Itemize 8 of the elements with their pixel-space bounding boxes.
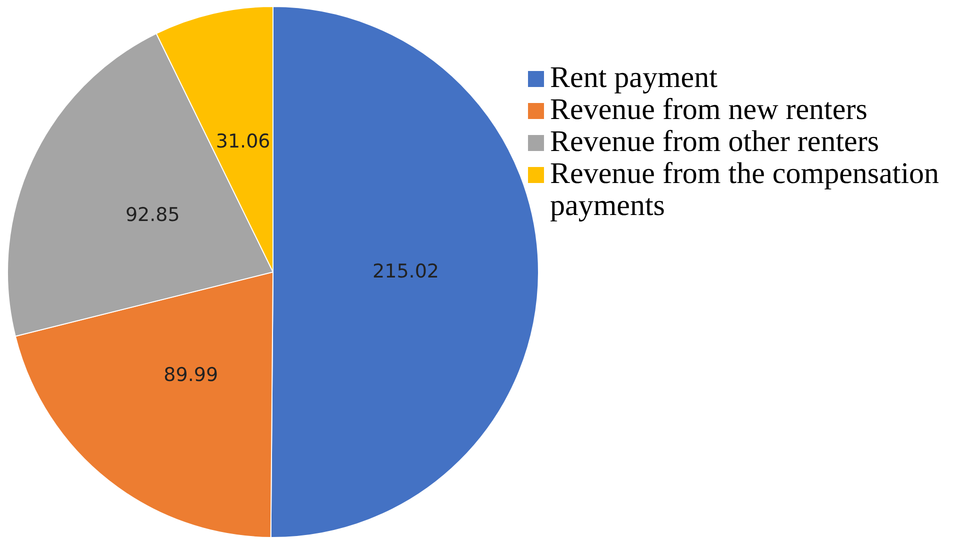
data-label: 92.85 xyxy=(125,204,180,226)
legend-label: Revenue from the compensation payments xyxy=(550,157,940,222)
legend-label: Rent payment xyxy=(550,61,718,94)
data-label: 31.06 xyxy=(216,130,270,153)
legend-label: Revenue from other renters xyxy=(550,125,880,158)
data-label: 215.02 xyxy=(372,260,439,282)
data-label: 89.99 xyxy=(164,364,218,386)
legend-label: Revenue from new renters xyxy=(550,93,868,126)
